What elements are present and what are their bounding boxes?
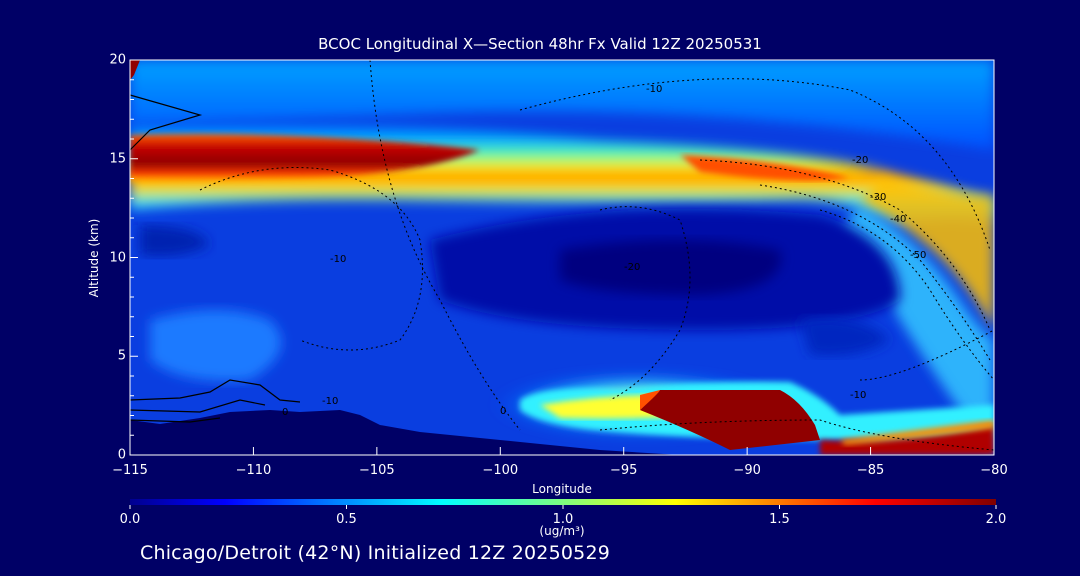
lower-plume-core [640,390,820,450]
contour-line [129,94,203,151]
contour-label: -10 [322,396,338,407]
contour-line [599,419,994,451]
upper-region [130,60,994,150]
contour-label: -40 [890,214,906,225]
contour-label: -30 [870,192,886,203]
colorbar-tick-label: 0.5 [336,512,357,527]
x-tick-label: −100 [482,463,519,478]
x-tick-label: −80 [980,463,1008,478]
temperature-contours [199,60,994,451]
contour-line [129,417,221,423]
upper-layer-secondary-max [680,155,850,181]
contour-label: -10 [330,254,346,265]
contour-line [859,329,994,381]
contour-line [599,206,691,401]
y-tick-label: 20 [109,52,126,68]
x-tick-label: −95 [609,463,638,478]
contour-line [699,159,991,331]
upper-layer-east [860,175,994,330]
contour-label: -10 [646,84,662,95]
contour-label: -10 [850,390,866,401]
colorbar-tick-label: 0.0 [119,512,141,527]
terrain-mask [130,410,680,455]
west-low-patch [150,310,282,381]
contour-line [759,184,991,361]
west-boundary-streak [130,60,140,80]
y-tick-label: 15 [109,151,126,167]
contour-line [369,60,521,431]
mid-level-core [560,240,781,295]
x-tick-label: −85 [856,463,885,478]
plot-area [130,60,994,455]
east-surface-layer [820,425,994,455]
west-minimum [140,225,210,257]
x-axis-label: Longitude [532,482,592,496]
contour-line [199,167,423,351]
colorbar-tick-label: 1.5 [769,512,790,527]
y-tick-label: 5 [117,348,126,364]
colorbar-tick-label: 1.0 [552,512,574,527]
colorbar-tick-label: 2.0 [985,512,1007,527]
east-mid-patch [800,317,890,356]
contour-line [129,379,301,403]
contour-label: 0 [500,406,506,417]
x-tick-label: −90 [733,463,761,478]
contour-line [129,399,266,413]
contour-label: -20 [624,262,640,273]
colorbar-unit-label: (ug/m³) [539,524,585,538]
y-tick-label: 10 [109,250,126,265]
lower-plume-edge-west [640,390,660,410]
terrain-contours [129,94,301,423]
contour-label: -20 [852,155,868,166]
contour-label: 0 [282,407,288,418]
colorbar [130,499,996,505]
east-surface-edge [840,420,994,445]
footer-text: Chicago/Detroit (42°N) Initialized 12Z 2… [140,542,611,564]
contour-line [819,209,994,381]
x-tick-label: −105 [358,463,395,478]
x-tick-label: −115 [112,463,148,478]
contour-label: -50 [910,250,926,261]
upper-layer-maximum [130,134,480,182]
chart-title: BCOC Longitudinal X—Section 48hr Fx Vali… [318,35,762,53]
y-tick-label: 0 [117,447,126,463]
x-tick-label: −110 [235,463,272,478]
contour-line [519,78,991,251]
